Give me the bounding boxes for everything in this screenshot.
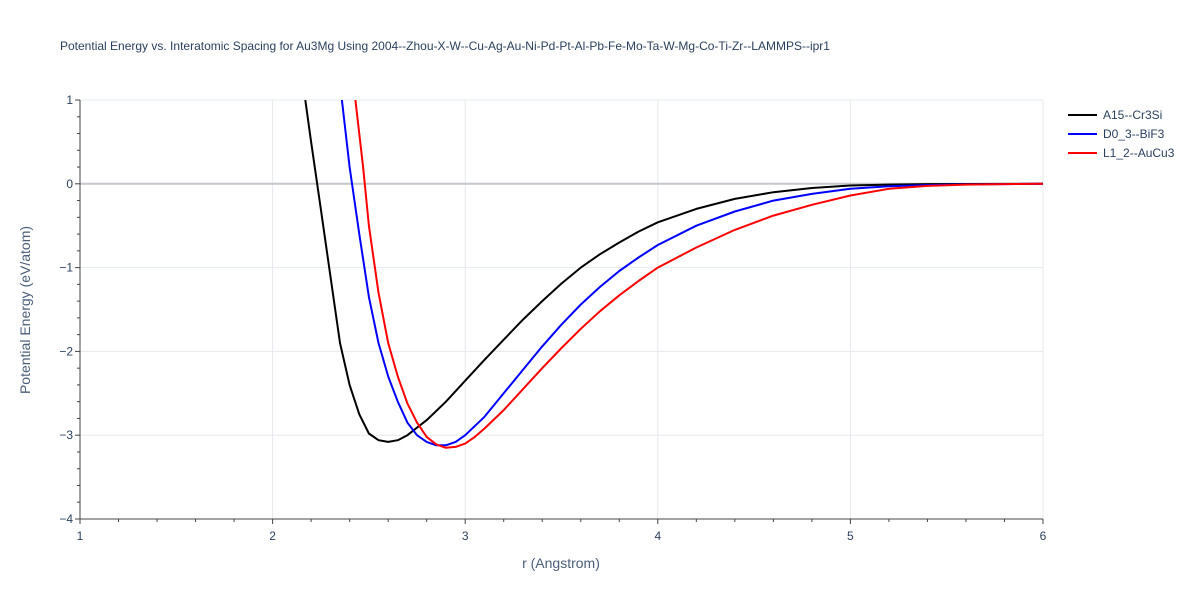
x-tick-label: 4: [654, 529, 661, 543]
y-tick-label: −3: [59, 428, 73, 442]
series-line-2: [354, 100, 1043, 449]
x-tick-label: 2: [269, 529, 276, 543]
x-tick-label: 6: [1040, 529, 1047, 543]
series-line-1: [340, 100, 1043, 447]
y-tick-label: −1: [59, 261, 73, 275]
x-tick-label: 3: [462, 529, 469, 543]
axes: [75, 99, 1044, 524]
y-axis-title: Potential Energy (eV/atom): [17, 226, 33, 394]
legend-label: D0_3--BiF3: [1103, 127, 1165, 141]
legend-label: A15--Cr3Si: [1103, 108, 1162, 122]
y-tick-label: 1: [66, 93, 73, 107]
x-tick-label: 5: [847, 529, 854, 543]
chart-title: Potential Energy vs. Interatomic Spacing…: [60, 39, 830, 53]
y-tick-label: −2: [59, 344, 73, 358]
grid: [80, 99, 1044, 519]
x-axis-title: r (Angstrom): [522, 555, 600, 571]
legend[interactable]: A15--Cr3Si D0_3--BiF3 L1_2--AuCu3: [1068, 108, 1175, 160]
x-tick-labels: 1 2 3 4 5 6: [77, 529, 1047, 543]
y-tick-label: −4: [59, 512, 73, 526]
series-line-0: [304, 100, 1043, 443]
legend-item-2[interactable]: L1_2--AuCu3: [1068, 146, 1175, 160]
y-tick-labels: 1 0 −1 −2 −3 −4: [59, 93, 73, 526]
series-lines: [304, 100, 1043, 449]
x-tick-label: 1: [77, 529, 84, 543]
y-tick-label: 0: [66, 177, 73, 191]
legend-label: L1_2--AuCu3: [1103, 146, 1175, 160]
legend-item-0[interactable]: A15--Cr3Si: [1068, 108, 1162, 122]
legend-item-1[interactable]: D0_3--BiF3: [1068, 127, 1165, 141]
